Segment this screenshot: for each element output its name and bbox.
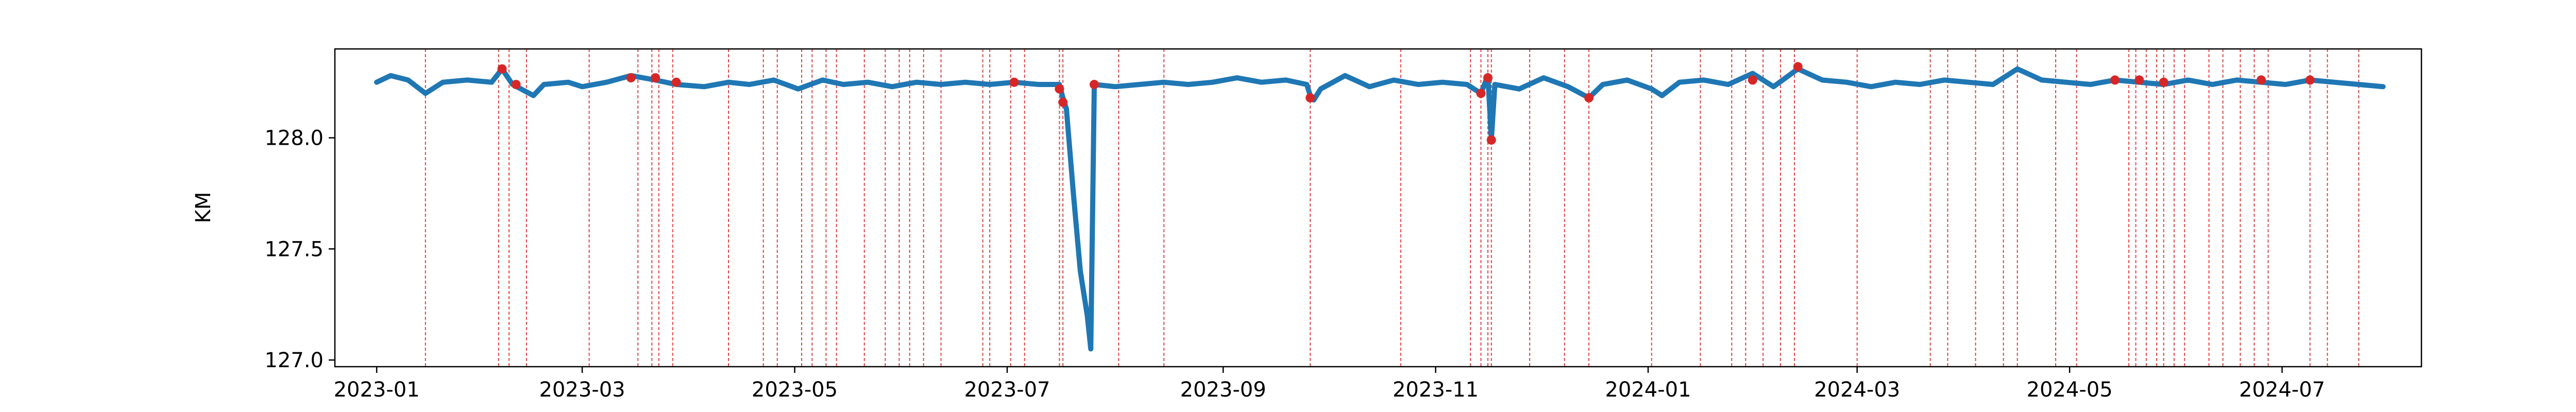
y-tick-label: 127.0 (264, 349, 324, 372)
anomaly-marker (1584, 93, 1594, 102)
anomaly-marker (1089, 80, 1099, 90)
x-tick-label: 2023-07 (964, 378, 1050, 402)
anomaly-marker (1793, 62, 1803, 72)
x-tick-label: 2024-01 (1605, 378, 1691, 402)
y-axis-label: KM (192, 192, 215, 224)
anomaly-marker (1055, 84, 1064, 94)
x-tick-label: 2023-09 (1180, 378, 1266, 402)
x-tick-label: 2024-07 (2239, 378, 2325, 402)
anomaly-marker (651, 73, 660, 83)
anomaly-marker (2305, 75, 2315, 85)
anomaly-marker (1306, 93, 1315, 102)
anomaly-marker (1058, 97, 1068, 107)
anomaly-marker (1486, 135, 1496, 145)
anomaly-marker (511, 80, 521, 90)
x-tick-label: 2023-03 (539, 378, 625, 402)
anomaly-marker (2134, 75, 2144, 85)
x-axis: 2023-01 2023-03 2023-05 2023-07 2023-09 2023-… (334, 367, 2325, 402)
anomaly-marker (2159, 77, 2168, 87)
x-tick-label: 2023-05 (752, 378, 838, 402)
anomaly-marker (671, 77, 681, 87)
anomaly-marker (2256, 75, 2266, 85)
y-axis: 127.0 127.5 128.0 (264, 127, 335, 372)
anomaly-marker (1748, 75, 1757, 85)
anomaly-marker (626, 73, 636, 83)
x-tick-label: 2023-11 (1393, 378, 1479, 402)
anomaly-marker (1009, 77, 1019, 87)
marker-layer (497, 62, 2315, 145)
x-tick-label: 2024-03 (1814, 378, 1900, 402)
anomaly-marker (1483, 73, 1493, 83)
anomaly-marker (497, 64, 507, 74)
x-tick-label: 2024-05 (2027, 378, 2113, 402)
anomaly-marker (1476, 89, 1486, 98)
x-tick-label: 2023-01 (334, 378, 420, 402)
plot-frame (334, 48, 2422, 368)
y-tick-label: 128.0 (264, 127, 324, 150)
y-tick-label: 127.5 (264, 237, 324, 261)
anomaly-marker (2110, 75, 2120, 85)
